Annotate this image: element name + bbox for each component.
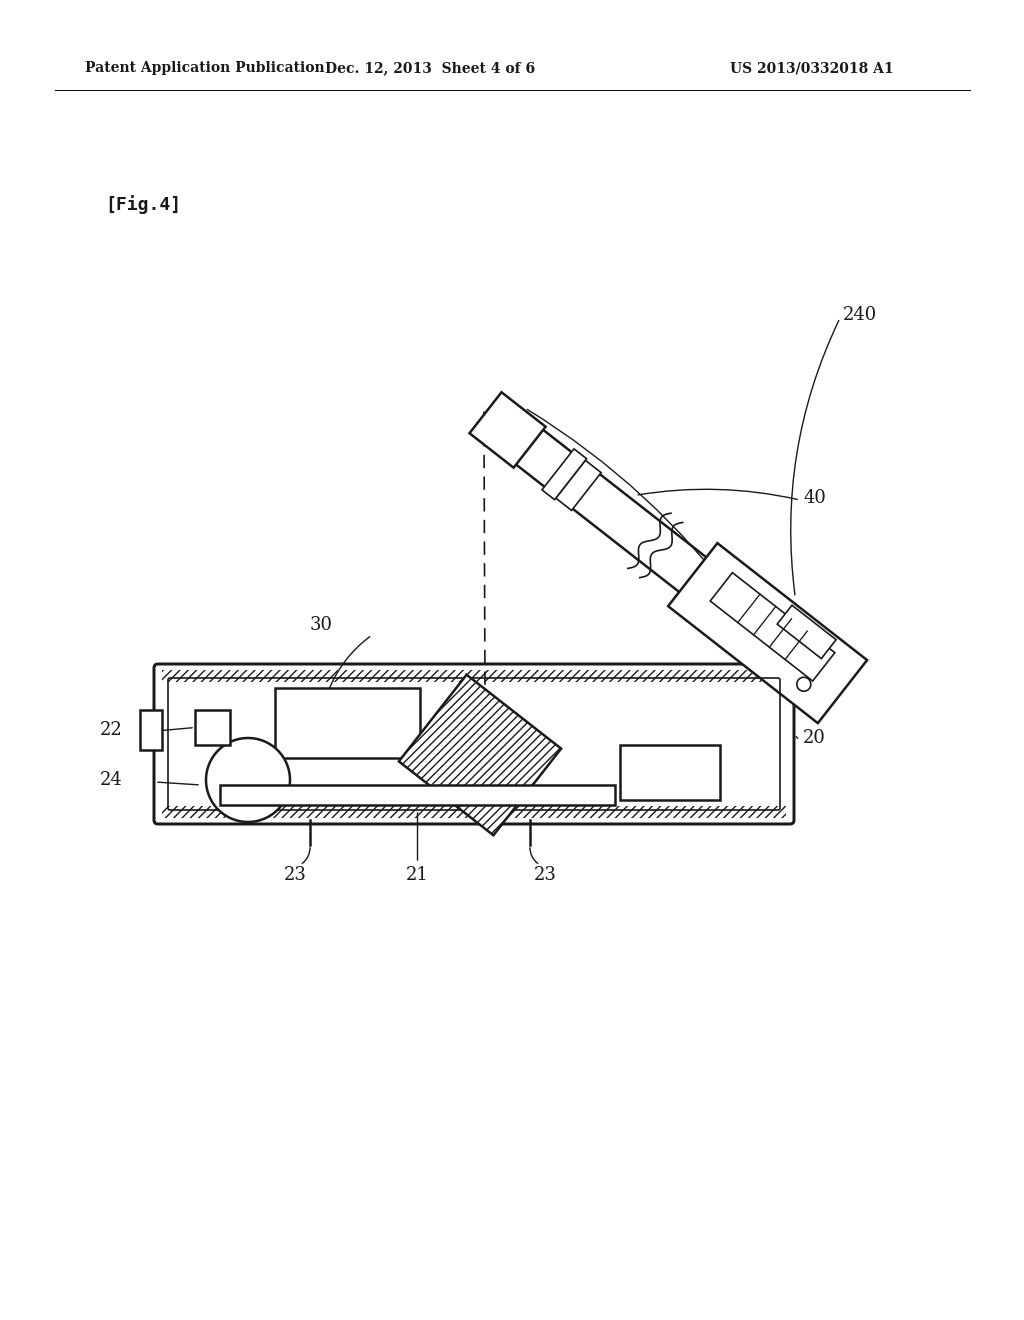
Circle shape bbox=[797, 677, 811, 692]
Bar bbox=[620, 744, 720, 800]
Polygon shape bbox=[542, 449, 587, 500]
Bar bbox=[162, 671, 786, 682]
Polygon shape bbox=[711, 573, 835, 681]
Bar bbox=[275, 688, 420, 758]
Text: Patent Application Publication: Patent Application Publication bbox=[85, 61, 325, 75]
Text: US 2013/0332018 A1: US 2013/0332018 A1 bbox=[730, 61, 894, 75]
Polygon shape bbox=[777, 605, 836, 659]
Text: 40: 40 bbox=[803, 488, 826, 507]
Polygon shape bbox=[556, 461, 601, 511]
Bar bbox=[140, 710, 162, 750]
Text: 24: 24 bbox=[100, 771, 123, 789]
Text: 30: 30 bbox=[310, 616, 333, 634]
Text: 240: 240 bbox=[843, 306, 878, 323]
Text: [Fig.4]: [Fig.4] bbox=[105, 195, 181, 214]
Text: 21: 21 bbox=[407, 866, 429, 884]
Polygon shape bbox=[399, 675, 561, 836]
Polygon shape bbox=[469, 392, 546, 467]
Bar bbox=[162, 682, 786, 807]
Polygon shape bbox=[494, 413, 726, 607]
Text: 20: 20 bbox=[803, 729, 826, 747]
Circle shape bbox=[206, 738, 290, 822]
FancyBboxPatch shape bbox=[154, 664, 794, 824]
Polygon shape bbox=[668, 543, 867, 723]
Bar bbox=[195, 710, 230, 744]
Text: 23: 23 bbox=[534, 866, 556, 884]
Text: 22: 22 bbox=[100, 721, 123, 739]
Text: 23: 23 bbox=[284, 866, 306, 884]
Text: Dec. 12, 2013  Sheet 4 of 6: Dec. 12, 2013 Sheet 4 of 6 bbox=[325, 61, 536, 75]
Bar bbox=[220, 785, 615, 805]
Text: 21: 21 bbox=[745, 597, 768, 615]
Bar bbox=[162, 807, 786, 818]
